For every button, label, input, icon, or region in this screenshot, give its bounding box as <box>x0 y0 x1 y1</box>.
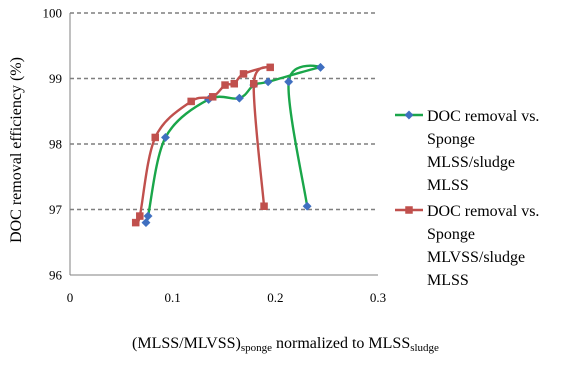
axes <box>69 13 378 276</box>
x-axis-label-prefix: (MLSS/MLVSS) <box>132 335 241 352</box>
legend-entry-0: DOC removal vs. Sponge MLSS/sludge MLSS <box>395 108 539 194</box>
data-point <box>239 70 248 78</box>
legend-marker <box>405 206 413 214</box>
data-point <box>221 81 229 89</box>
data-point <box>250 79 258 88</box>
legend-label: MLSS <box>427 177 469 194</box>
legend-label: Sponge <box>427 131 475 148</box>
x-axis-label-prefix-sub: sponge <box>240 342 272 354</box>
grid-lines <box>70 12 378 211</box>
series-line <box>134 65 272 226</box>
data-point <box>234 93 244 103</box>
legend-label: Sponge <box>427 226 475 243</box>
data-point <box>315 62 326 72</box>
data-point <box>131 218 140 227</box>
legend-label: MLVSS/sludge <box>427 249 525 266</box>
legend-label: MLSS <box>427 272 469 289</box>
x-axis-label-middle: normalized to MLSS <box>272 335 411 352</box>
legend-marker <box>404 110 414 120</box>
legend-label: DOC removal vs. <box>427 108 539 125</box>
data-point <box>136 212 144 220</box>
data-point <box>230 79 239 88</box>
x-tick-label: 0.1 <box>165 290 181 305</box>
y-tick-label: 99 <box>49 71 62 86</box>
y-tick-label: 98 <box>49 137 62 152</box>
data-point <box>260 202 268 210</box>
legend-label: MLSS/sludge <box>427 154 515 171</box>
tick-labels: 96 97 98 99 100 0 0.1 0.2 0.3 <box>43 6 387 306</box>
data-point <box>266 63 274 72</box>
y-tick-label: 96 <box>49 268 63 283</box>
legend-entry-1: DOC removal vs. Sponge MLVSS/sludge MLSS <box>395 203 539 289</box>
series-1 <box>131 63 274 227</box>
x-tick-label: 0.2 <box>267 290 283 305</box>
data-point <box>187 97 195 106</box>
data-point <box>284 77 294 87</box>
x-axis-label-suffix-sub: sludge <box>410 342 439 354</box>
data-point <box>263 77 273 87</box>
data-point <box>143 211 153 221</box>
series <box>131 62 326 228</box>
series-0 <box>141 62 326 228</box>
x-tick-label: 0 <box>67 290 74 305</box>
x-axis-label: (MLSS/MLVSS)sponge normalized to MLSSslu… <box>0 335 571 354</box>
data-point <box>302 201 312 211</box>
legend: DOC removal vs.SpongeMLSS/sludgeMLSSDOC … <box>395 108 539 289</box>
x-tick-label: 0.3 <box>370 290 386 305</box>
data-point <box>160 132 171 143</box>
legend-label: DOC removal vs. <box>427 203 539 220</box>
y-axis-label: DOC removal efficiency (%) <box>8 57 25 243</box>
y-tick-label: 97 <box>49 202 63 217</box>
data-point <box>151 133 159 142</box>
data-point <box>208 93 217 101</box>
series-line <box>144 64 322 226</box>
y-tick-label: 100 <box>43 6 63 21</box>
